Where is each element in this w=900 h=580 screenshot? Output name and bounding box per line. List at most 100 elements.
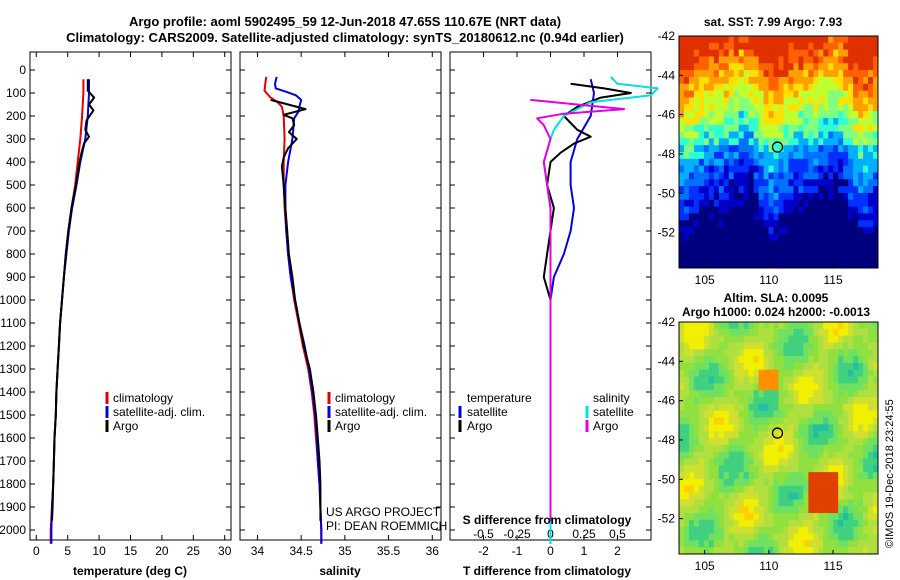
map-cell [783, 465, 789, 473]
map-cell [768, 165, 774, 173]
map-cell [688, 83, 695, 91]
map-cell [733, 451, 740, 459]
map-cell [873, 438, 879, 446]
x-tick-label: 20 [155, 544, 169, 558]
map-cell [818, 431, 824, 439]
map-cell [718, 83, 725, 91]
map-cell [763, 349, 769, 357]
map-cell [679, 519, 685, 528]
map-cell [713, 362, 720, 371]
map-cell [823, 451, 829, 459]
map-cell [738, 383, 745, 391]
map-cell [748, 220, 755, 228]
map-cell [708, 328, 715, 337]
map-cell [833, 397, 839, 405]
map-cell [803, 417, 809, 425]
map-cell [848, 138, 854, 146]
map-cell [783, 322, 789, 330]
map-cell [688, 227, 695, 235]
map-cell [833, 431, 839, 439]
map-cell [683, 152, 690, 160]
map-cell [848, 519, 854, 528]
map-cell [793, 376, 799, 384]
map-cell [853, 362, 859, 371]
map-cell [868, 472, 874, 480]
map-cell [853, 138, 859, 146]
map-cell [723, 424, 730, 432]
map-cell [783, 526, 789, 534]
map-cell [753, 227, 760, 235]
map-cell [813, 478, 819, 487]
map-cell [758, 465, 764, 473]
map-cell [763, 70, 769, 78]
map-cell [723, 397, 730, 405]
map-cell [813, 158, 819, 167]
map-cell [808, 70, 814, 78]
map-cell [748, 478, 755, 487]
map-cell [833, 138, 839, 146]
map-cell [698, 63, 705, 71]
map-cell [783, 56, 789, 64]
map-cell [713, 131, 720, 139]
map-cell [698, 206, 705, 214]
map-cell [783, 83, 789, 91]
map-cell [778, 322, 784, 330]
map-cell [708, 70, 715, 78]
map-cell [843, 438, 849, 446]
map-cell [793, 513, 799, 521]
map-cell [793, 152, 799, 160]
map-cell [773, 172, 779, 180]
map-cell [803, 519, 809, 528]
map-cell [843, 369, 849, 377]
map-cell [693, 240, 700, 248]
map-cell [823, 240, 829, 248]
map-cell [768, 240, 774, 248]
map-cell [818, 165, 824, 173]
map-cell [703, 513, 710, 521]
map-cell [793, 124, 799, 132]
map-cell [843, 499, 849, 507]
map-cell [788, 533, 794, 541]
map-cell [868, 179, 874, 187]
map-cell [823, 547, 829, 555]
map-cell [873, 513, 879, 521]
map-cell [743, 472, 750, 480]
map-cell [723, 138, 730, 146]
map-cell [873, 362, 879, 371]
map-cell [853, 63, 859, 71]
map-cell [768, 451, 774, 459]
map-cell [688, 233, 695, 242]
x-tick-label: 35 [338, 544, 352, 558]
map-cell [778, 465, 784, 473]
map-cell [728, 458, 735, 466]
map-cell [858, 97, 864, 105]
map-cell [848, 356, 854, 364]
map-cell [758, 356, 764, 364]
map-cell [773, 485, 779, 493]
map-cell [798, 322, 804, 330]
map-cell [773, 186, 779, 194]
map-cell [753, 36, 760, 44]
map-cell [848, 472, 854, 480]
map-cell [743, 540, 750, 548]
map-cell [848, 322, 854, 330]
map-cell [723, 261, 730, 269]
map-cell [843, 104, 849, 112]
map-cell [783, 152, 789, 160]
map-cell [793, 328, 799, 337]
map-cell [683, 438, 690, 446]
map-cell [698, 138, 705, 146]
map-cell [688, 131, 695, 139]
map-y-tick-label: -50 [658, 186, 676, 200]
map-cell [753, 186, 760, 194]
map-cell [713, 240, 720, 248]
map-cell [823, 424, 829, 432]
map-cell [713, 90, 720, 98]
map-cell [728, 451, 735, 459]
map-cell [838, 145, 844, 153]
map-cell [808, 247, 814, 255]
map-cell [798, 376, 804, 384]
map-cell [679, 165, 685, 173]
map-cell [723, 199, 730, 207]
map-cell [718, 165, 725, 173]
